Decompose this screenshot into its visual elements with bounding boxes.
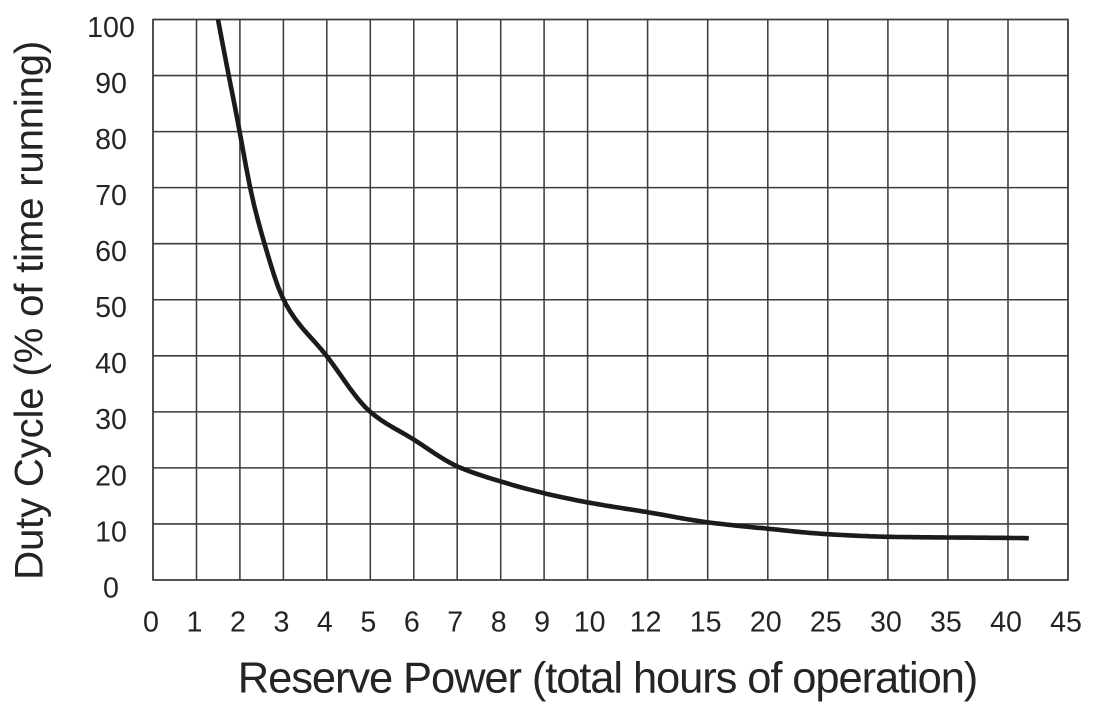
svg-text:20: 20 xyxy=(95,460,127,492)
svg-text:60: 60 xyxy=(95,236,127,268)
svg-text:35: 35 xyxy=(930,607,962,639)
svg-text:Reserve Power (total hours of: Reserve Power (total hours of operation) xyxy=(238,654,977,702)
svg-text:0: 0 xyxy=(143,607,159,639)
svg-text:3: 3 xyxy=(273,607,289,639)
svg-text:10: 10 xyxy=(574,607,606,639)
svg-text:4: 4 xyxy=(317,607,333,639)
svg-text:9: 9 xyxy=(534,607,550,639)
svg-text:20: 20 xyxy=(750,607,782,639)
svg-text:25: 25 xyxy=(810,607,842,639)
svg-text:7: 7 xyxy=(447,607,463,639)
svg-text:30: 30 xyxy=(870,607,902,639)
svg-text:40: 40 xyxy=(95,348,127,380)
svg-text:5: 5 xyxy=(360,607,376,639)
svg-text:100: 100 xyxy=(87,12,135,44)
svg-text:Duty Cycle (% of time running): Duty Cycle (% of time running) xyxy=(7,41,52,580)
svg-text:0: 0 xyxy=(103,572,119,604)
svg-text:50: 50 xyxy=(95,292,127,324)
svg-text:45: 45 xyxy=(1050,607,1082,639)
svg-text:6: 6 xyxy=(404,607,420,639)
svg-text:8: 8 xyxy=(491,607,507,639)
svg-text:12: 12 xyxy=(630,607,662,639)
svg-text:1: 1 xyxy=(187,607,203,639)
svg-text:15: 15 xyxy=(690,607,722,639)
svg-text:40: 40 xyxy=(990,607,1022,639)
svg-text:30: 30 xyxy=(95,404,127,436)
svg-text:70: 70 xyxy=(95,180,127,212)
svg-text:80: 80 xyxy=(95,124,127,156)
svg-text:10: 10 xyxy=(95,516,127,548)
svg-text:90: 90 xyxy=(95,68,127,100)
svg-text:2: 2 xyxy=(230,607,246,639)
